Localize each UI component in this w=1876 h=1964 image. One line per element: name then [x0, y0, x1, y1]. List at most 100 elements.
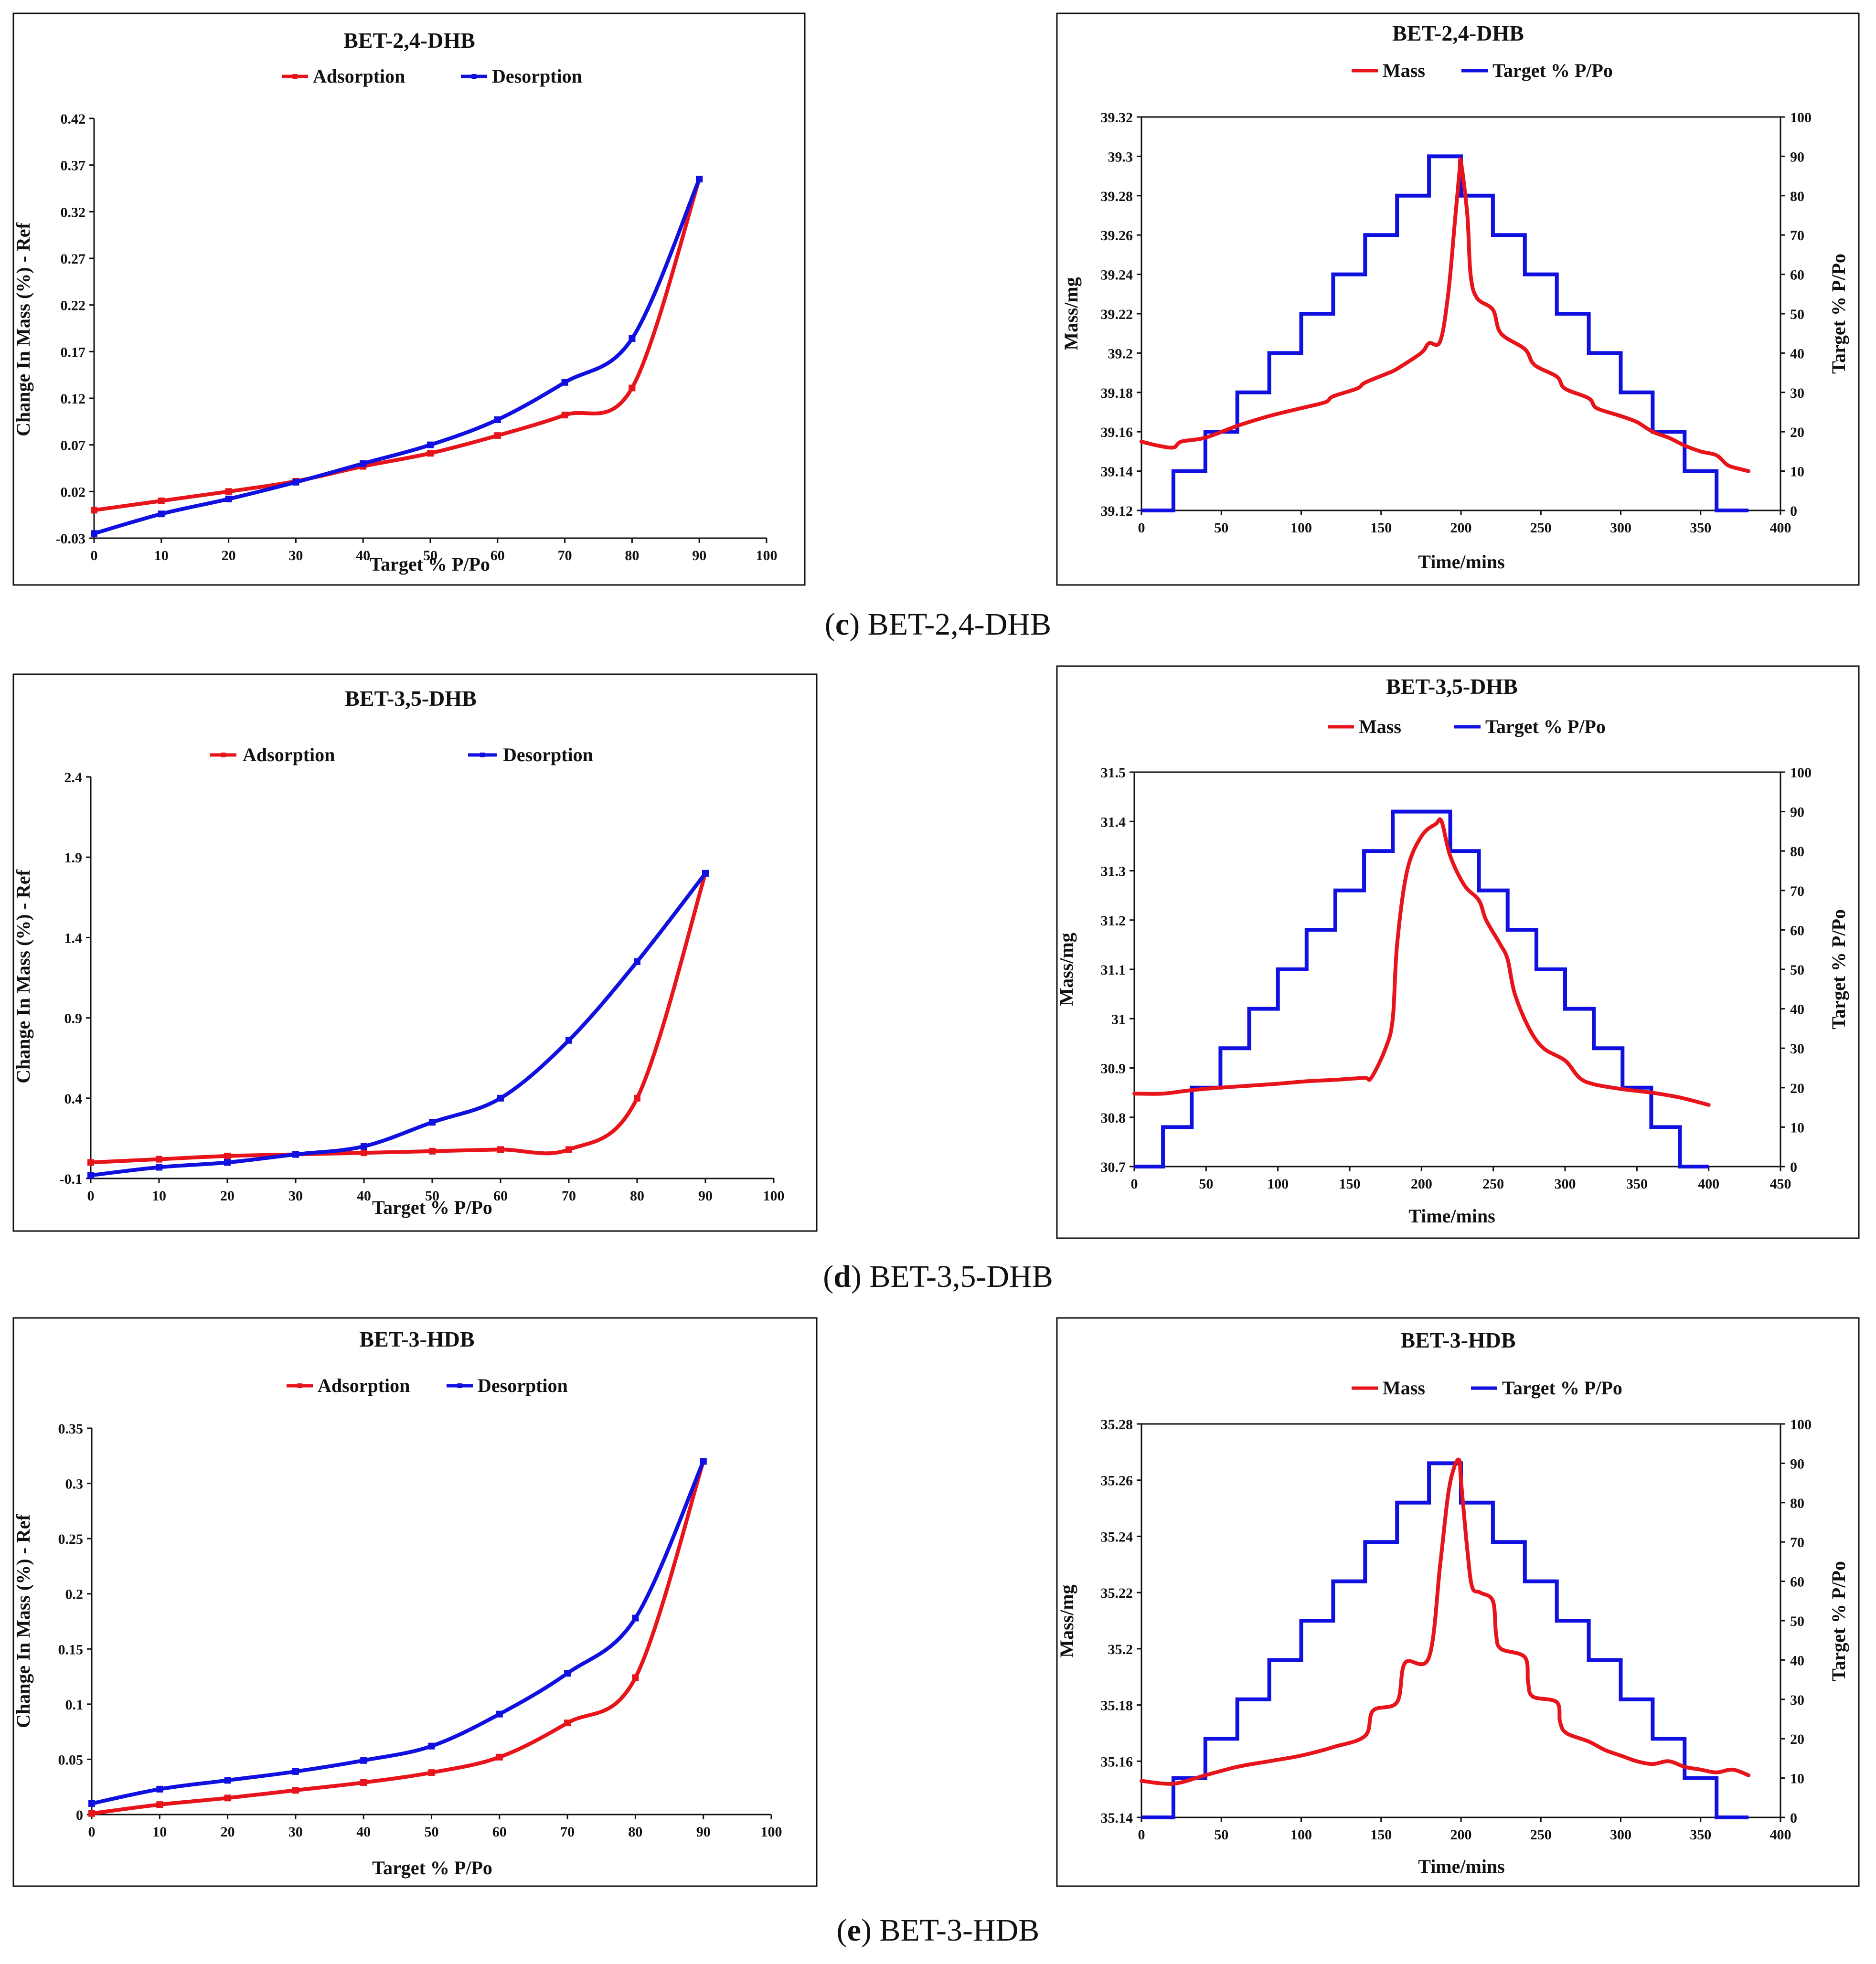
data-point-desorption [700, 1458, 707, 1465]
legend-marker [471, 74, 477, 79]
x-tick-label: 50 [425, 1824, 439, 1840]
y2-tick-label: 90 [1790, 149, 1804, 165]
data-point-adsorption [292, 1787, 299, 1794]
x-axis-label: Time/mins [1418, 551, 1505, 573]
y-tick-label: 0.9 [64, 1011, 83, 1027]
y-tick-label: 1.4 [64, 930, 83, 946]
data-point-desorption [225, 495, 232, 502]
data-point-desorption [224, 1777, 231, 1784]
y2-tick-label: 20 [1790, 425, 1804, 440]
x-tick-label: 400 [1770, 520, 1791, 536]
x-tick-label: 0 [88, 1824, 96, 1840]
x-tick-label: 50 [1214, 1827, 1228, 1843]
y-tick-label: 1.9 [64, 850, 83, 866]
y-tick-label: 30.9 [1101, 1061, 1126, 1077]
y-tick-label: 35.2 [1108, 1642, 1133, 1657]
legend-label: Target % P/Po [1502, 1377, 1622, 1399]
x-tick-label: 150 [1370, 520, 1392, 536]
y-tick-label: 31.2 [1101, 913, 1126, 929]
x-axis-label: Target % P/Po [372, 1197, 492, 1218]
x-tick-label: 40 [357, 1188, 371, 1204]
series-target-line [1141, 1461, 1749, 1819]
x-tick-label: 100 [763, 1188, 785, 1204]
data-point-desorption [702, 870, 709, 877]
x-tick-label: 80 [628, 1824, 642, 1840]
data-point-desorption [361, 1143, 367, 1150]
data-point-desorption [629, 335, 636, 342]
y-tick-label: 31.4 [1101, 814, 1126, 830]
series-desorption-line [92, 177, 702, 536]
x-tick-label: 350 [1690, 520, 1711, 536]
caption-text: BET-2,4-DHB [860, 607, 1052, 642]
legend-label: Target % P/Po [1485, 716, 1606, 737]
data-point-desorption [564, 1670, 571, 1677]
chart-frame [12, 12, 806, 586]
caption-c: (c) BET-2,4-DHB [824, 607, 1052, 642]
chart-adsorption-desorption-3-5-dhb: BET-3,5-DHB Adsorption Desorption 0 10 20 30 40… [12, 673, 818, 1232]
y-tick-label: 39.12 [1101, 503, 1133, 519]
y2-tick-label: 90 [1790, 805, 1804, 820]
x-axis-label: Target % P/Po [372, 1857, 492, 1879]
y-tick-label: 35.14 [1101, 1810, 1133, 1826]
x-tick-label: 70 [562, 1188, 576, 1204]
chart-adsorption-desorption-3-hdb: BET-3-HDB Adsorption Desorption 0 10 20 30 40 50… [12, 1317, 818, 1887]
y-tick-label: 39.18 [1101, 385, 1133, 401]
legend-label: Target % P/Po [1492, 60, 1613, 81]
x-tick-label: 400 [1698, 1176, 1719, 1192]
y-axis-label: Mass/mg [1060, 277, 1082, 350]
data-point-adsorption [497, 1146, 504, 1153]
series-mass-line [1140, 157, 1751, 473]
legend-marker [297, 1383, 302, 1388]
y2-tick-label: 100 [1790, 110, 1812, 126]
y2-tick-label: 100 [1790, 765, 1812, 781]
y-tick-label: 0 [76, 1807, 83, 1823]
y-tick-label: 0.3 [65, 1476, 84, 1492]
x-tick-label: 200 [1450, 1827, 1472, 1843]
series-adsorption-line [92, 177, 702, 512]
x-axis-label: Time/mins [1418, 1856, 1505, 1877]
y-axis-label: Mass/mg [1055, 933, 1077, 1006]
y-tick-label: 39.24 [1101, 267, 1133, 283]
y-tick-label: 0.22 [61, 298, 86, 314]
y-tick-label: 39.26 [1101, 228, 1133, 244]
x-tick-label: 100 [756, 548, 778, 563]
legend-label: Desorption [503, 744, 593, 765]
y-tick-label: 39.14 [1101, 464, 1133, 480]
y2-tick-label: 40 [1790, 1002, 1804, 1018]
y-tick-label: 0.1 [65, 1697, 84, 1713]
y2-tick-label: 80 [1790, 844, 1804, 860]
x-tick-label: 250 [1530, 520, 1552, 536]
x-tick-label: 10 [154, 548, 169, 563]
legend-marker [480, 753, 485, 757]
y2-tick-label: 60 [1790, 267, 1804, 283]
y2-tick-label: 70 [1790, 228, 1804, 244]
legend-label: Adsorption [243, 744, 335, 765]
caption-e: (e) BET-3-HDB [836, 1913, 1040, 1948]
caption-letter: e [847, 1913, 861, 1948]
data-point-desorption [429, 1119, 436, 1126]
y-axis-label: Mass/mg [1056, 1584, 1077, 1657]
x-tick-label: 30 [288, 1188, 303, 1204]
x-tick-label: 100 [1290, 520, 1312, 536]
x-axis-label: Target % P/Po [370, 553, 490, 575]
x-tick-label: 200 [1450, 520, 1472, 536]
y-tick-label: 35.22 [1101, 1585, 1133, 1601]
series-adsorption-line [89, 871, 707, 1165]
data-point-desorption [360, 1757, 367, 1764]
series-target-line [1141, 154, 1749, 512]
y2-tick-label: 0 [1790, 1159, 1797, 1175]
legend-label: Mass [1383, 1377, 1425, 1399]
x-tick-label: 0 [1138, 1827, 1145, 1843]
data-point-desorption [91, 530, 97, 537]
y-tick-label: 35.16 [1101, 1754, 1133, 1770]
x-tick-label: 0 [91, 548, 98, 563]
chart-frame [12, 673, 818, 1232]
y2-tick-label: 30 [1790, 385, 1804, 401]
legend-label: Adsorption [313, 65, 405, 87]
x-tick-label: 90 [692, 548, 706, 563]
x-tick-label: 90 [698, 1188, 713, 1204]
y-tick-label: 35.28 [1101, 1417, 1133, 1433]
data-point-adsorption [429, 1147, 436, 1155]
x-tick-label: 80 [625, 548, 639, 563]
y-tick-label: 0.17 [61, 344, 86, 360]
